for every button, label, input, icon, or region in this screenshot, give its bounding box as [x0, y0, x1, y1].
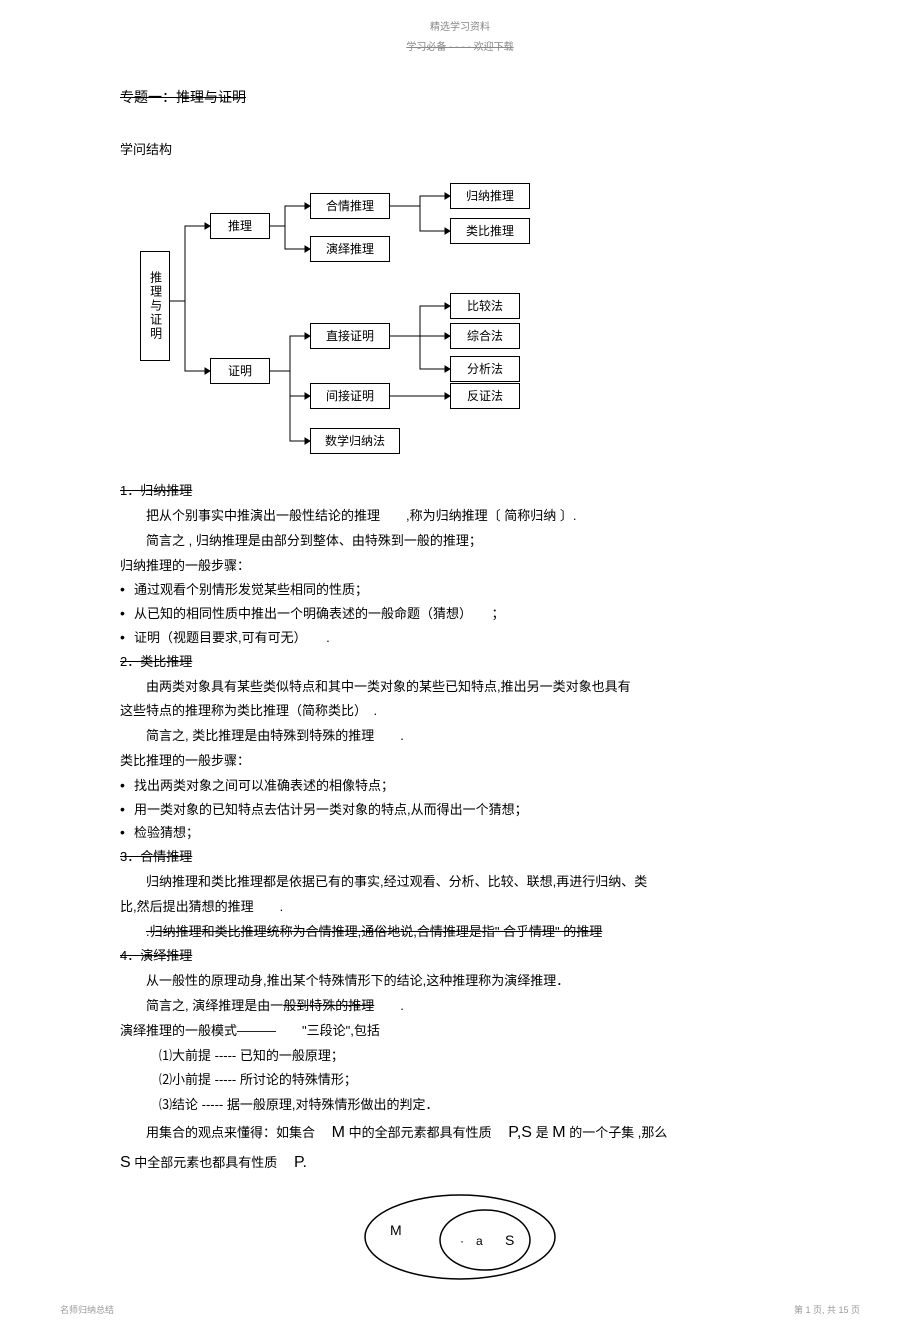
sec4-l3: ⑶结论 ----- 据一般原理,对特殊情形做出的判定．	[120, 1095, 800, 1116]
venn-a: · a	[460, 1234, 483, 1248]
p4c: 中的全部元素都具有性质	[349, 1125, 505, 1140]
node-contra: 反证法	[450, 383, 520, 409]
sec1-b3: 证明（视题目要求,可有可无） .	[120, 628, 800, 649]
sec4-l1: ⑴大前提 ----- 已知的一般原理；	[120, 1046, 800, 1067]
sec3-p1: 归纳推理和类比推理都是依据已有的事实,经过观看、分析、比较、联想,再进行归纳、类	[120, 872, 800, 893]
sec2-p4: 类比推理的一般步骤：	[120, 751, 800, 772]
page: 精选学习资料 学习必备 - - - - 欢迎下载 专题一：推理与证明 学问结构	[0, 0, 920, 1332]
node-analysis: 分析法	[450, 356, 520, 382]
sec4-p4: 用集合的观点来懂得：如集合 M 中的全部元素都具有性质 P,S 是 M 的一个子…	[120, 1120, 800, 1146]
structure-label: 学问结构	[120, 140, 800, 161]
venn-diagram: M · a S	[120, 1185, 800, 1292]
sec3-p3: .归纳推理和类比推理统称为合情推理,通俗地说,合情推理是指" 合乎情理" 的推理	[120, 922, 800, 943]
venn-M: M	[390, 1222, 402, 1238]
node-proof: 证明	[210, 358, 270, 384]
p4f: M	[552, 1124, 565, 1141]
p4g: 的一个子集 ,那么	[569, 1125, 667, 1140]
venn-S: S	[505, 1232, 514, 1248]
sec4-p3: 演绎推理的一般模式——— "三段论",包括	[120, 1021, 800, 1042]
sec4-p2: 简言之, 演绎推理是由一般到特殊的推理 .	[120, 996, 800, 1017]
sec3-head: 3．合情推理	[120, 847, 800, 868]
sec2-b1: 找出两类对象之间可以准确表述的相像特点；	[120, 776, 800, 797]
node-inductive: 归纳推理	[450, 183, 530, 209]
sec1-p1: 把从个别事实中推演出一般性结论的推理 ,称为归纳推理〔 简称归纳 〕.	[120, 506, 800, 527]
header-sub: 学习必备 - - - - 欢迎下载	[120, 40, 800, 56]
tree-diagram: 推理与证明 推理 证明 合情推理 演绎推理 归纳推理 类比推理 直接证明 间接证…	[140, 171, 620, 461]
footer-right: 第 1 页, 共 15 页	[794, 1303, 860, 1317]
sec4-head: 4．演绎推理	[120, 946, 800, 967]
sec1-b1: 通过观看个别情形发觉某些相同的性质；	[120, 580, 800, 601]
p5a: S	[120, 1154, 131, 1171]
sec4-p2-text: 简言之, 演绎推理是由一般到特殊的推理 .	[146, 998, 404, 1013]
sec4-p1: 从一般性的原理动身,推出某个特殊情形下的结论,这种推理称为演绎推理．	[120, 971, 800, 992]
sec4-p5: S 中全部元素也都具有性质 P.	[120, 1150, 800, 1176]
sec1-p3: 归纳推理的一般步骤：	[120, 556, 800, 577]
node-synth: 综合法	[450, 323, 520, 349]
venn-svg: M · a S	[350, 1185, 570, 1285]
node-indirect: 间接证明	[310, 383, 390, 409]
sec2-p2: 这些特点的推理称为类比推理（简称类比） .	[120, 701, 800, 722]
header-top: 精选学习资料	[120, 20, 800, 36]
sec1-head: 1．归纳推理	[120, 481, 800, 502]
sec1-p2: 简言之 , 归纳推理是由部分到整体、由特殊到一般的推理；	[120, 531, 800, 552]
sec2-b2: 用一类对象的已知特点去估计另一类对象的特点,从而得出一个猜想；	[120, 800, 800, 821]
sec4-l2: ⑵小前提 ----- 所讨论的特殊情形；	[120, 1070, 800, 1091]
node-deductive: 演绎推理	[310, 236, 390, 262]
sec1-b2: 从已知的相同性质中推出一个明确表述的一般命题（猜想） ；	[120, 604, 800, 625]
node-root: 推理与证明	[140, 251, 170, 361]
sec2-p1: 由两类对象具有某些类似特点和其中一类对象的某些已知特点,推出另一类对象也具有	[120, 677, 800, 698]
node-direct: 直接证明	[310, 323, 390, 349]
p5c: P.	[294, 1154, 307, 1171]
node-mathind: 数学归纳法	[310, 428, 400, 454]
node-analogy: 类比推理	[450, 218, 530, 244]
node-plausible: 合情推理	[310, 193, 390, 219]
sec2-head: 2．类比推理	[120, 652, 800, 673]
node-compare: 比较法	[450, 293, 520, 319]
p4a: 用集合的观点来懂得：如集合	[146, 1125, 328, 1140]
p4d: P,S	[508, 1124, 532, 1141]
p5b: 中全部元素也都具有性质	[134, 1155, 290, 1170]
sec3-p2: 比,然后提出猜想的推理 .	[120, 897, 800, 918]
p4b: M	[332, 1124, 345, 1141]
p4e: 是	[536, 1125, 549, 1140]
doc-title: 专题一：推理与证明	[120, 86, 246, 108]
sec2-b3: 检验猜想；	[120, 823, 800, 844]
footer-left: 名师归纳总结	[60, 1303, 114, 1317]
sec2-p3: 简言之, 类比推理是由特殊到特殊的推理 .	[120, 726, 800, 747]
node-reason: 推理	[210, 213, 270, 239]
